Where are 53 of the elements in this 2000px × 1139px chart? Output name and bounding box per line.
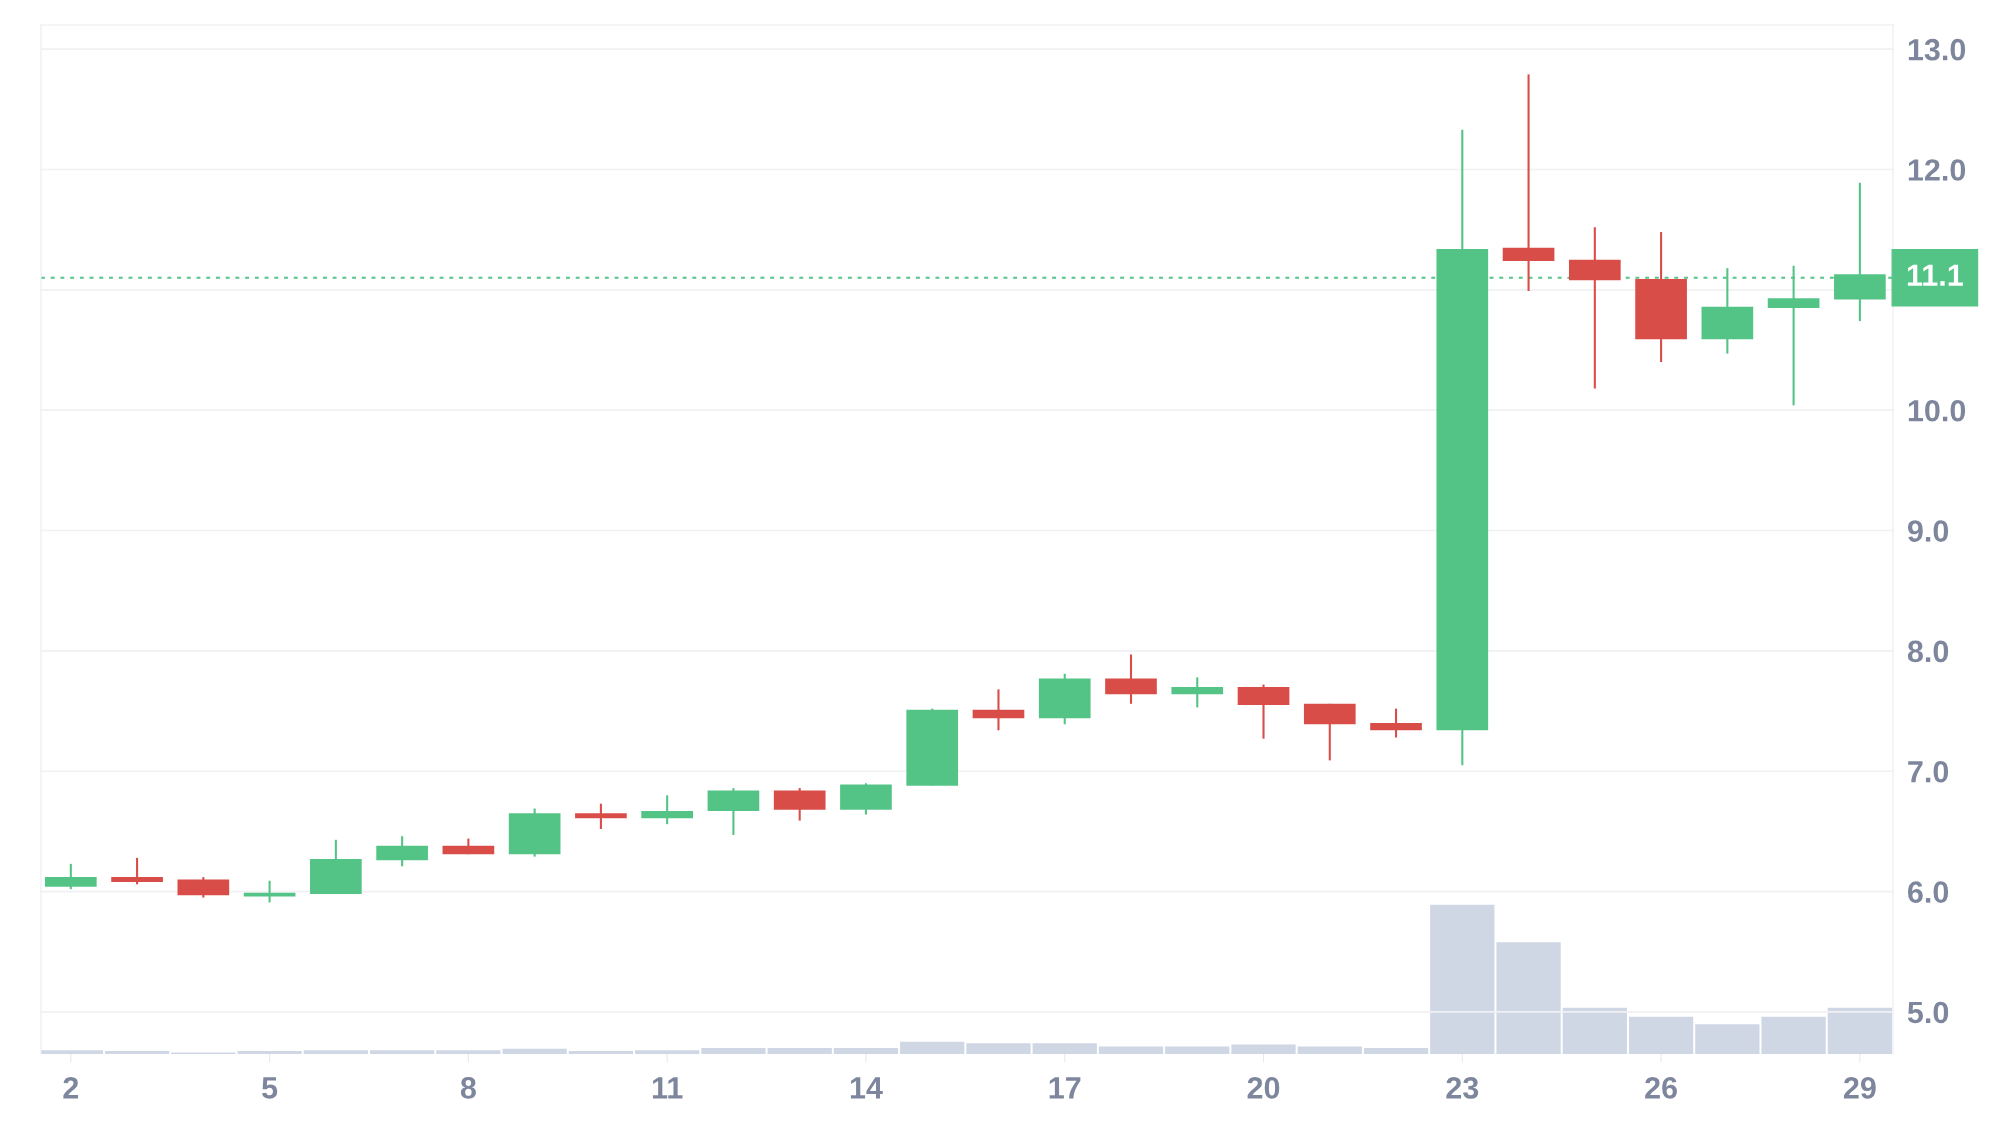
bar [966, 1043, 1031, 1055]
x-tick-label: 11 [652, 1077, 683, 1099]
bar [1827, 1007, 1893, 1055]
x-tick-label: 8 [460, 1077, 476, 1099]
bar [1695, 1024, 1760, 1055]
bar [701, 1048, 766, 1055]
candlestick [1568, 226, 1621, 390]
ref-line-label: 11.1 [1907, 264, 1963, 286]
bar [1562, 1007, 1627, 1055]
x-tick-label: 23 [1446, 1077, 1479, 1099]
x-tick-label: 2 [63, 1077, 79, 1099]
x-tick-label: 5 [262, 1077, 278, 1099]
bar [833, 1048, 899, 1055]
bar [1761, 1016, 1826, 1055]
bar [1297, 1046, 1362, 1055]
x-tick-label: 20 [1247, 1077, 1280, 1099]
bar [1628, 1016, 1694, 1055]
bar [303, 1050, 368, 1055]
x-tick-label: 26 [1645, 1077, 1677, 1099]
bar [900, 1041, 965, 1055]
y-tick-label: 12.0 [1908, 159, 1966, 181]
x-tick-label: 29 [1843, 1077, 1876, 1099]
y-tick-label: 7.0 [1908, 760, 1949, 783]
x-tick-label: 17 [1049, 1077, 1081, 1099]
bar [237, 1051, 302, 1055]
y-tick-label: 9.0 [1907, 520, 1949, 542]
y-tick-label: 6.0 [1908, 881, 1949, 903]
bar [1363, 1047, 1429, 1055]
bar [1098, 1046, 1164, 1055]
candlestick [641, 794, 694, 826]
bar [1231, 1044, 1296, 1055]
candlestick [111, 856, 163, 886]
y-tick-label: 13.0 [1908, 38, 1966, 61]
bar [502, 1048, 567, 1055]
bar [568, 1051, 634, 1055]
y-tick-label: 10.0 [1908, 399, 1966, 422]
bar [1165, 1046, 1230, 1055]
x-tick-label: 14 [850, 1077, 883, 1099]
bar [1032, 1043, 1097, 1055]
bar [767, 1048, 832, 1055]
candlestick [1171, 676, 1224, 709]
y-tick-label: 5.0 [1907, 1001, 1949, 1024]
candlestick [1502, 73, 1555, 293]
bar [1496, 942, 1561, 1055]
bar [635, 1050, 700, 1055]
bar [104, 1051, 170, 1055]
candlestick [972, 688, 1025, 732]
bar [436, 1050, 501, 1055]
bar [369, 1050, 435, 1055]
candlestick [575, 802, 627, 831]
bar [1430, 904, 1495, 1055]
y-tick-label: 8.0 [1907, 640, 1949, 663]
candlestick [1370, 707, 1422, 739]
